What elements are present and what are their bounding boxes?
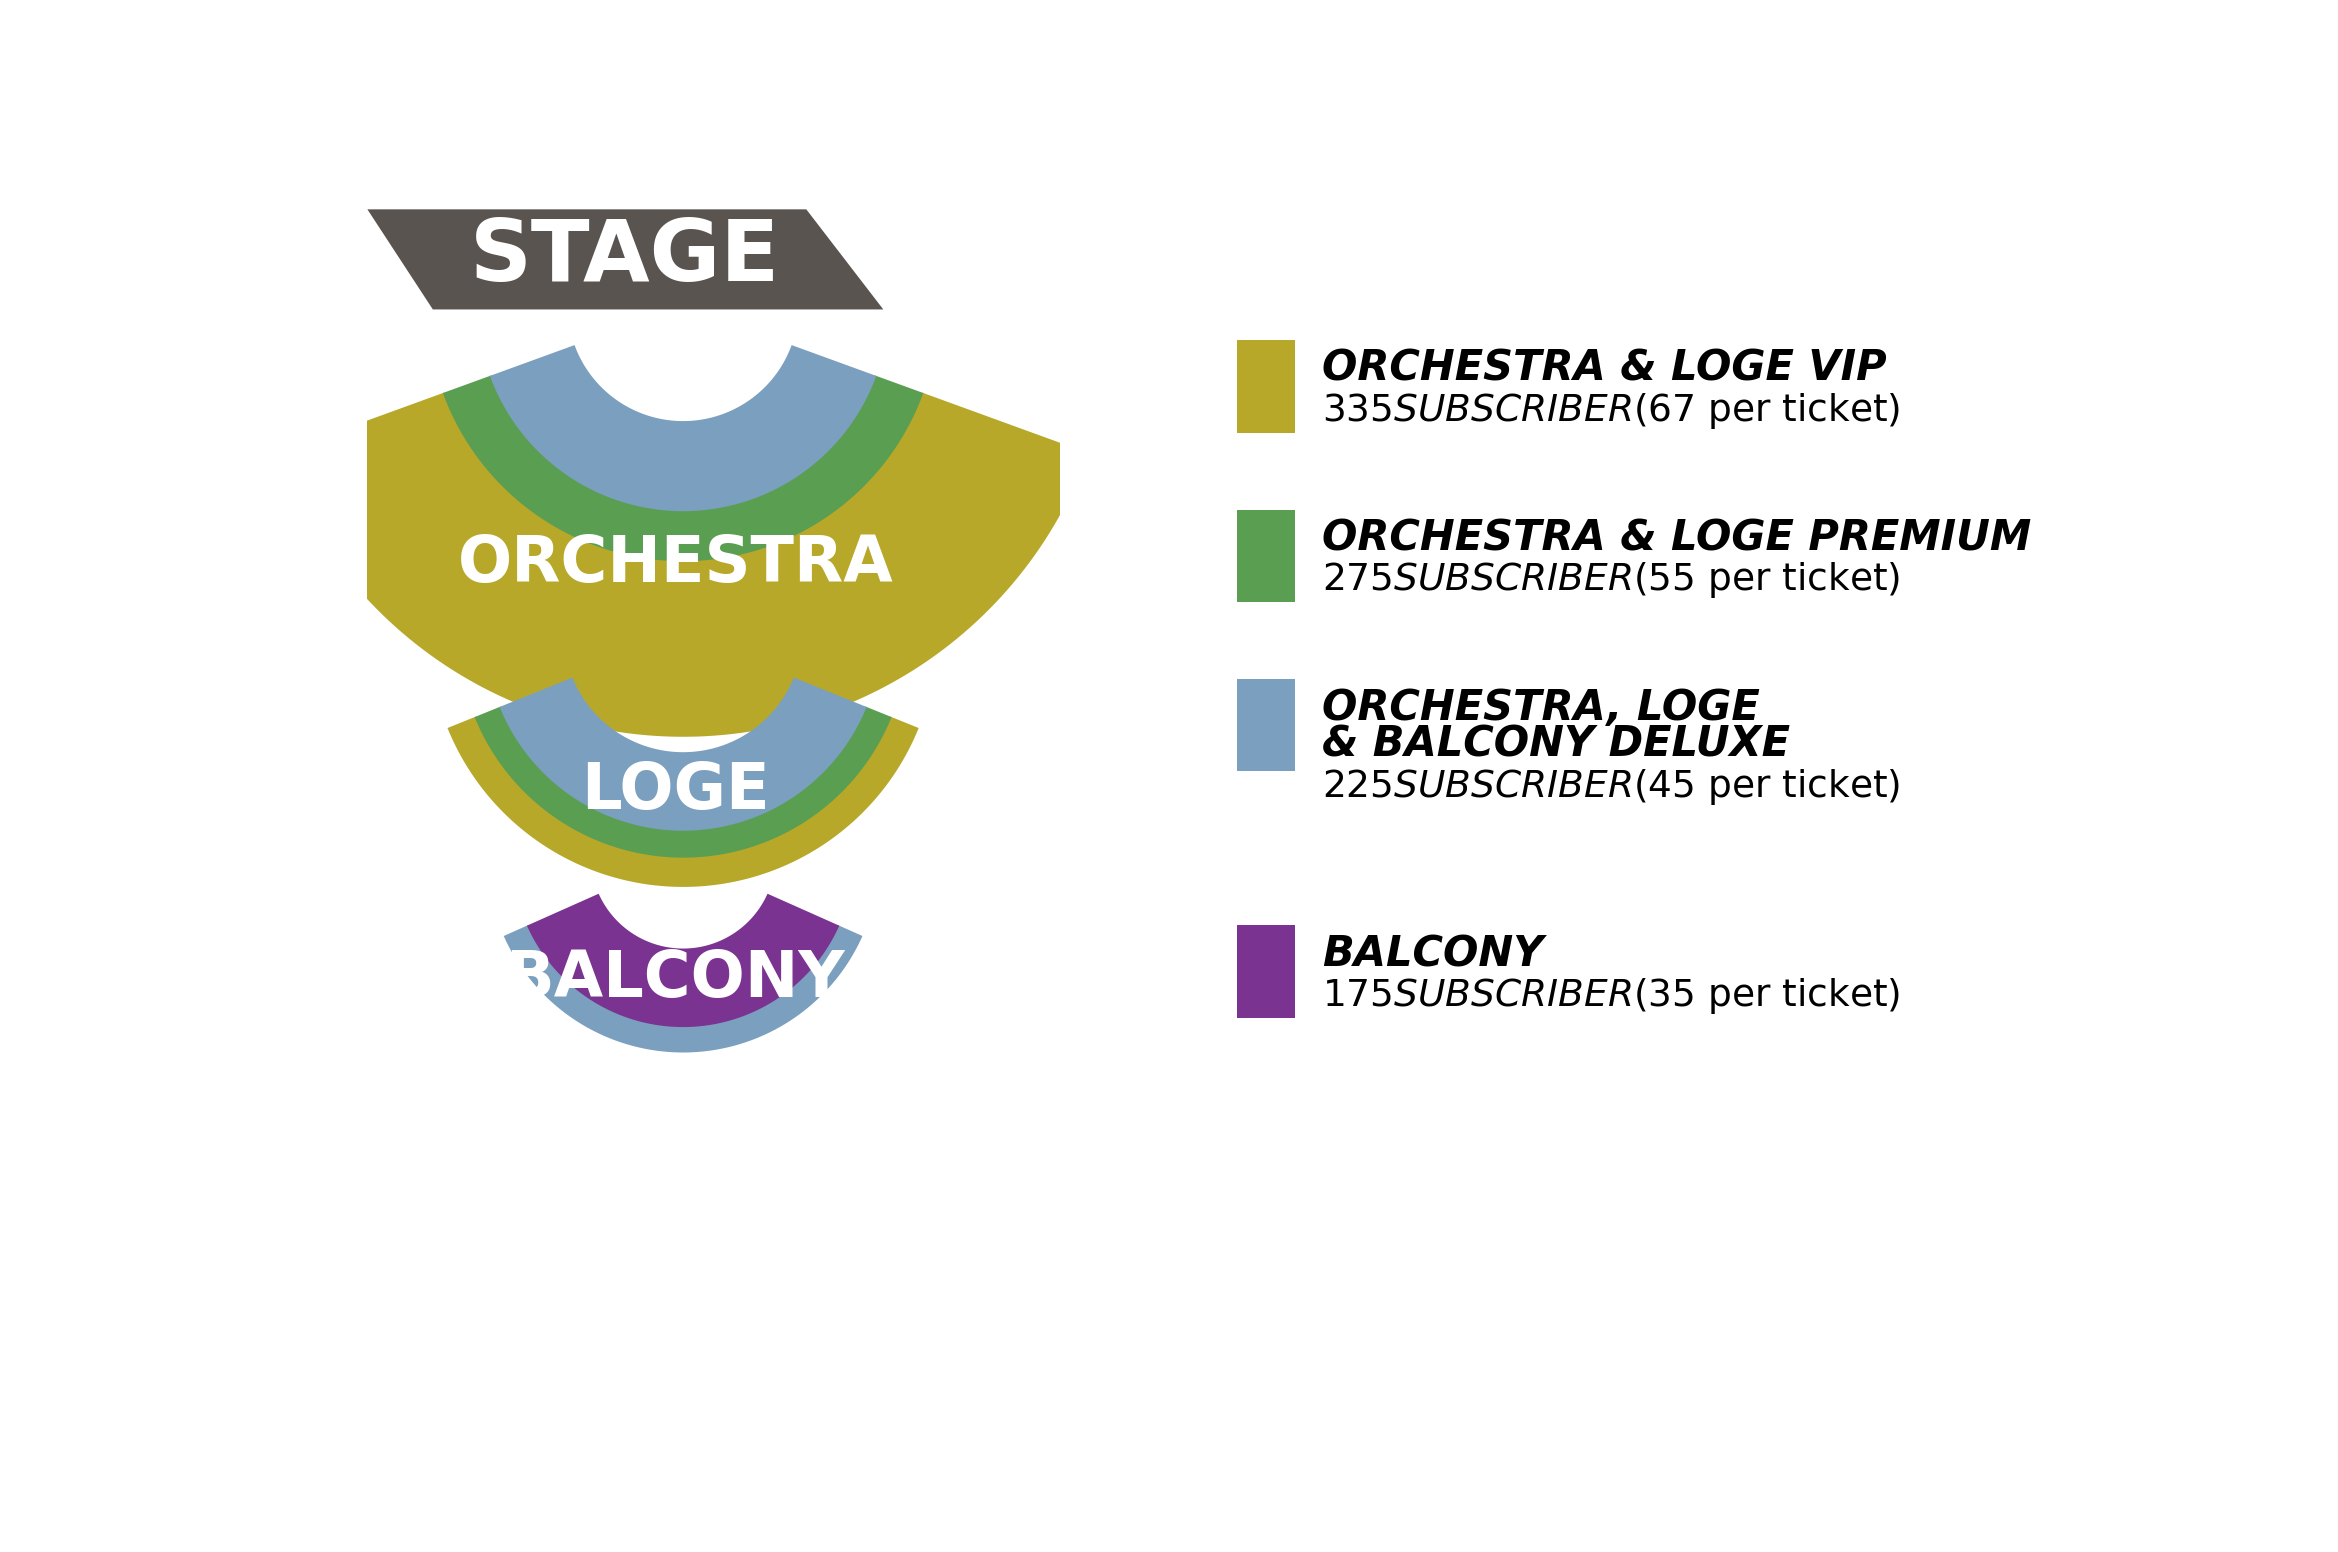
Text: LOGE: LOGE <box>582 759 769 821</box>
Polygon shape <box>491 345 877 511</box>
Polygon shape <box>526 894 839 1027</box>
Text: BALCONY: BALCONY <box>505 948 846 1010</box>
Polygon shape <box>367 210 884 309</box>
Polygon shape <box>475 706 891 858</box>
Text: STAGE: STAGE <box>470 216 781 298</box>
Text: & BALCONY DELUXE: & BALCONY DELUXE <box>1323 723 1791 765</box>
Text: ORCHESTRA & LOGE PREMIUM: ORCHESTRA & LOGE PREMIUM <box>1323 517 2032 559</box>
Bar <box>1237 680 1295 771</box>
Text: ORCHESTRA & LOGE VIP: ORCHESTRA & LOGE VIP <box>1323 348 1887 390</box>
Text: ORCHESTRA: ORCHESTRA <box>458 532 893 594</box>
Polygon shape <box>447 717 919 886</box>
Text: $175 SUBSCRIBER ($35 per ticket): $175 SUBSCRIBER ($35 per ticket) <box>1323 976 1901 1017</box>
Text: ORCHESTRA, LOGE: ORCHESTRA, LOGE <box>1323 686 1761 729</box>
Polygon shape <box>503 925 863 1052</box>
Polygon shape <box>500 678 867 830</box>
Text: $275 SUBSCRIBER ($55 per ticket): $275 SUBSCRIBER ($55 per ticket) <box>1323 560 1901 601</box>
Bar <box>1237 509 1295 602</box>
Bar <box>1237 340 1295 433</box>
Polygon shape <box>442 376 924 562</box>
Bar <box>1237 925 1295 1018</box>
Text: $335 SUBSCRIBER ($67 per ticket): $335 SUBSCRIBER ($67 per ticket) <box>1323 391 1901 431</box>
Text: BALCONY: BALCONY <box>1323 933 1543 975</box>
Text: $225 SUBSCRIBER ($45 per ticket): $225 SUBSCRIBER ($45 per ticket) <box>1323 767 1901 807</box>
Polygon shape <box>278 393 1087 737</box>
